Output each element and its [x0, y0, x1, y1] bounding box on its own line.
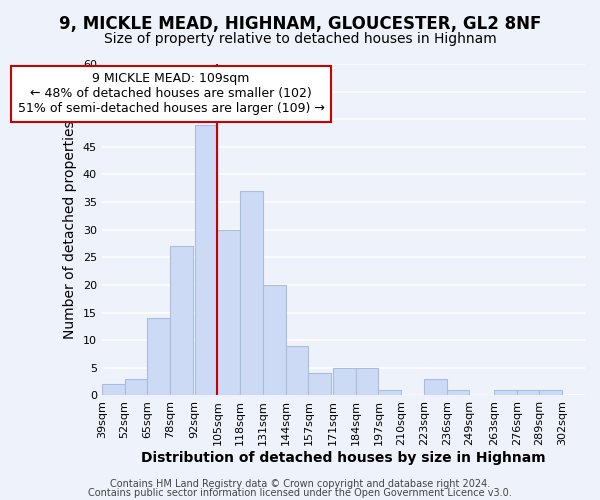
Bar	[379, 390, 401, 396]
Text: Contains public sector information licensed under the Open Government Licence v3: Contains public sector information licen…	[88, 488, 512, 498]
Bar	[308, 374, 331, 396]
Bar	[240, 191, 263, 396]
Bar	[170, 246, 193, 396]
X-axis label: Distribution of detached houses by size in Highnam: Distribution of detached houses by size …	[141, 451, 546, 465]
Bar	[125, 379, 148, 396]
Text: Size of property relative to detached houses in Highnam: Size of property relative to detached ho…	[104, 32, 496, 46]
Bar	[286, 346, 308, 396]
Bar	[148, 318, 170, 396]
Bar	[356, 368, 379, 396]
Bar	[494, 390, 517, 396]
Text: 9, MICKLE MEAD, HIGHNAM, GLOUCESTER, GL2 8NF: 9, MICKLE MEAD, HIGHNAM, GLOUCESTER, GL2…	[59, 15, 541, 33]
Bar	[447, 390, 469, 396]
Bar	[102, 384, 125, 396]
Text: 9 MICKLE MEAD: 109sqm
← 48% of detached houses are smaller (102)
51% of semi-det: 9 MICKLE MEAD: 109sqm ← 48% of detached …	[17, 72, 325, 116]
Bar	[517, 390, 539, 396]
Bar	[217, 230, 240, 396]
Bar	[424, 379, 447, 396]
Bar	[539, 390, 562, 396]
Y-axis label: Number of detached properties: Number of detached properties	[64, 120, 77, 339]
Bar	[333, 368, 356, 396]
Text: Contains HM Land Registry data © Crown copyright and database right 2024.: Contains HM Land Registry data © Crown c…	[110, 479, 490, 489]
Bar	[194, 125, 217, 396]
Bar	[263, 285, 286, 396]
